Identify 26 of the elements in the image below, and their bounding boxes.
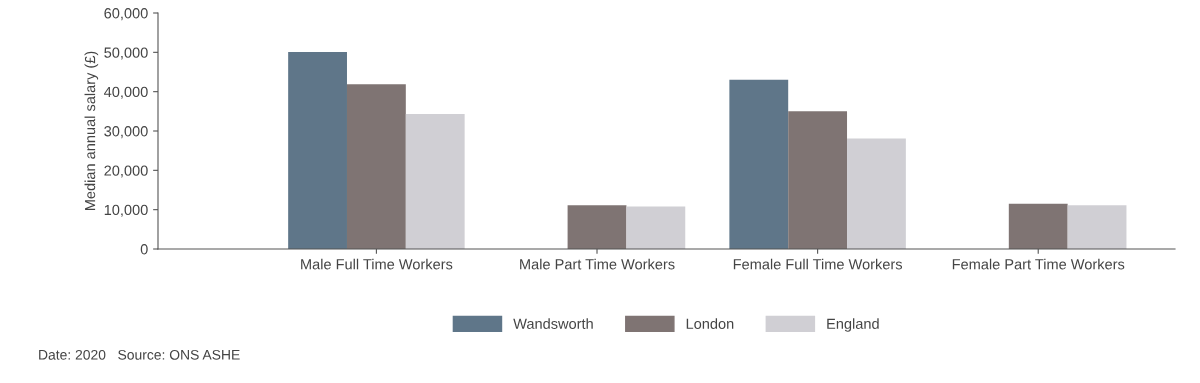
- y-tick-label: 10,000: [104, 204, 148, 217]
- y-tick-label: 20,000: [104, 165, 148, 178]
- bar: [788, 111, 848, 249]
- legend-label: London: [686, 318, 734, 329]
- x-tick-label: Female Full Time Workers: [733, 258, 903, 270]
- y-tick-label: 40,000: [104, 86, 148, 99]
- x-tick-label: Male Part Time Workers: [520, 258, 675, 270]
- y-tick-label: 60,000: [104, 8, 148, 21]
- y-tick-label: 50,000: [104, 47, 148, 60]
- y-tick-label: 0: [140, 244, 148, 255]
- bar: [405, 114, 465, 249]
- bar: [567, 205, 627, 249]
- bar: [847, 138, 906, 249]
- legend-label: England: [827, 318, 879, 332]
- text: Date: 2020 Source: ONS ASHE: [39, 349, 240, 360]
- bar: [626, 206, 686, 249]
- bar: [729, 79, 789, 249]
- bar: [1008, 203, 1068, 249]
- x-tick-label: Male Full Time Workers: [301, 258, 453, 270]
- y-axis-title: Median annual salary (£): [84, 51, 99, 211]
- legend-label: Wandsworth: [513, 318, 593, 329]
- x-tick-label: Female Part Time Workers: [952, 258, 1125, 270]
- y-tick-label: 30,000: [104, 126, 148, 139]
- bar: [288, 51, 347, 249]
- bar: [346, 84, 406, 249]
- bar: [1067, 205, 1127, 249]
